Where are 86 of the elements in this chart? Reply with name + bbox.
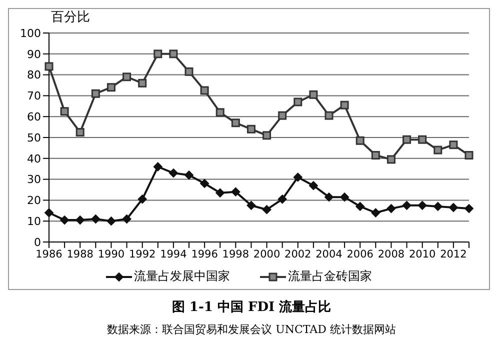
point (76, 216, 85, 225)
point (60, 216, 70, 225)
y-tick-label: 20 (27, 194, 41, 208)
point (44, 208, 54, 218)
point (356, 202, 365, 211)
x-tick-label: 1988 (66, 248, 94, 260)
point (340, 192, 350, 202)
point (60, 107, 69, 116)
point (169, 50, 178, 58)
x-tick-label: 2000 (253, 248, 280, 260)
point (309, 90, 318, 99)
point (76, 128, 84, 137)
point (418, 135, 427, 144)
point (231, 118, 240, 128)
point (91, 214, 100, 224)
point (308, 181, 318, 190)
x-tick-label: 1994 (160, 248, 188, 260)
point (293, 172, 302, 182)
point (200, 86, 209, 95)
point (216, 188, 225, 198)
point (44, 62, 54, 71)
point (324, 111, 334, 120)
y-tick-label: 70 (27, 90, 41, 103)
x-tick-label: 2006 (346, 248, 374, 260)
point (246, 124, 256, 134)
point (153, 162, 162, 172)
point (262, 205, 272, 214)
point (122, 72, 132, 82)
point (371, 151, 380, 160)
point (262, 131, 272, 140)
legend-label: 流量占发展中国家 (134, 268, 230, 285)
x-tick-label: 2008 (378, 248, 405, 260)
point (449, 140, 458, 150)
point (106, 216, 116, 226)
y-tick-label: 80 (27, 68, 41, 82)
point (356, 136, 364, 145)
point (278, 194, 287, 204)
y-tick-label: 90 (27, 48, 41, 61)
point (246, 200, 256, 210)
point (184, 170, 194, 180)
x-tick-label: 2010 (408, 248, 436, 260)
point (340, 100, 349, 110)
point (386, 155, 396, 164)
point (464, 204, 474, 214)
y-tick-label: 50 (27, 131, 41, 144)
x-tick-label: 1990 (98, 248, 125, 260)
legend-label: 流量占金砖国家 (288, 268, 372, 285)
x-tick-label: 2004 (316, 248, 343, 260)
y-tick-label: 40 (27, 152, 41, 166)
source-note: 数据来源：联合国贸易和发展会议 UNCTAD 统计数据网站 (106, 322, 397, 337)
point (122, 214, 132, 224)
point (386, 204, 396, 214)
y-tick-label: 10 (27, 215, 41, 228)
point (294, 98, 302, 106)
point (154, 50, 162, 58)
x-tick-label: 2012 (440, 248, 467, 260)
point (138, 194, 147, 204)
point (106, 83, 116, 92)
point (433, 202, 442, 211)
point (200, 178, 210, 188)
point (371, 208, 380, 218)
x-tick-label: 1986 (36, 248, 63, 260)
point (418, 200, 427, 210)
point (184, 67, 194, 76)
point (448, 203, 458, 212)
point (434, 146, 442, 154)
point (91, 89, 100, 98)
x-tick-label: 2002 (284, 248, 312, 260)
y-tick-label: 0 (34, 236, 41, 249)
point (278, 111, 287, 120)
point (464, 151, 474, 160)
point (324, 192, 334, 202)
y-tick-label: 30 (27, 173, 41, 186)
y-axis-title: 百分比 (51, 10, 90, 25)
y-tick-label: 100 (20, 26, 41, 40)
point (216, 108, 224, 117)
point (168, 168, 178, 178)
x-tick-label: 1998 (222, 248, 250, 260)
point (402, 200, 412, 210)
text: 图 1-1 中国 FDI 流量占比 (170, 298, 332, 316)
x-tick-label: 1996 (191, 248, 218, 260)
point (138, 78, 147, 88)
point (231, 187, 240, 196)
x-tick-label: 1992 (128, 248, 156, 260)
y-tick-label: 60 (27, 110, 41, 124)
point (402, 135, 412, 144)
